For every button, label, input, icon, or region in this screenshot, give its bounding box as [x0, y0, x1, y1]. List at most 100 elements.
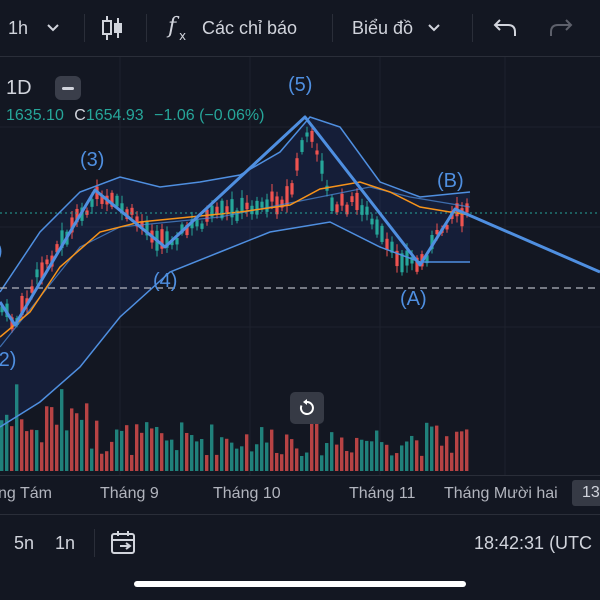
volume-bar: [285, 434, 289, 471]
candle-body: [335, 204, 339, 213]
volume-bar: [175, 450, 179, 471]
volume-bar: [130, 454, 134, 471]
volume-bar: [80, 419, 84, 471]
volume-bar: [320, 455, 324, 471]
candle-body: [215, 206, 219, 215]
elliott-wave-line: [0, 115, 600, 327]
candle-body: [435, 229, 439, 235]
candle-body: [270, 191, 274, 202]
moving-average-line: [0, 181, 471, 338]
volume-bar: [300, 455, 304, 471]
home-indicator-pill: [134, 581, 466, 587]
chart-menu-button[interactable]: Biểu đồ: [352, 0, 441, 56]
volume-bar: [0, 420, 4, 471]
candle-body: [130, 207, 134, 215]
range-5d-button[interactable]: 5n: [14, 532, 35, 553]
time-axis[interactable]: ng Tám Tháng 9 Tháng 10 Tháng 11 Tháng M…: [0, 475, 600, 514]
volume-bar: [85, 403, 89, 471]
volume-bar: [70, 408, 74, 471]
reset-chart-button[interactable]: [290, 392, 324, 424]
volume-bar: [355, 437, 359, 471]
chart-menu-label: Biểu đồ: [352, 17, 414, 38]
bollinger-band-fill: [0, 117, 470, 427]
volume-bar: [95, 420, 99, 471]
volume-bar: [160, 433, 164, 471]
candle-body: [425, 255, 429, 264]
candle-body: [315, 150, 319, 155]
svg-text:x: x: [179, 29, 186, 43]
undo-button[interactable]: [492, 0, 518, 56]
goto-date-button[interactable]: [110, 515, 138, 571]
range-1d-button[interactable]: 1n: [55, 532, 76, 553]
volume-bar: [400, 445, 404, 471]
candle-body: [295, 158, 299, 171]
volume-bar: [125, 425, 129, 471]
chevron-down-icon: [428, 24, 440, 32]
indicators-button[interactable]: f x Các chỉ báo: [164, 0, 297, 56]
wave-label-a: (A): [400, 288, 427, 310]
interval-selector[interactable]: 1h: [8, 0, 60, 56]
volume-bar: [145, 422, 149, 471]
volume-bar: [440, 445, 444, 471]
chart-type-button[interactable]: [100, 0, 124, 56]
volume-bar: [15, 384, 19, 471]
candle-body: [375, 219, 379, 235]
home-indicator: [0, 570, 600, 600]
volume-bar: [45, 406, 49, 471]
volume-bar: [325, 443, 329, 471]
candle-body: [170, 240, 174, 246]
candle-body: [285, 186, 289, 206]
candle-body: [245, 202, 249, 210]
volume-bar: [150, 428, 154, 471]
candle-body: [20, 295, 24, 316]
candle-body: [305, 132, 309, 137]
candle-body: [100, 195, 104, 204]
wave-label-3: (3): [80, 149, 105, 171]
volume-bar: [365, 440, 369, 471]
volume-bar: [350, 452, 354, 471]
volume-bar: [210, 424, 214, 471]
chart-pane[interactable]: 1D 1635.10 C1654.93 −1.06 (−0.06%) ) (2)…: [0, 57, 600, 475]
volume-bar: [110, 441, 114, 471]
candle-body: [120, 203, 124, 213]
candle-body: [210, 205, 214, 217]
volume-bar: [305, 452, 309, 471]
candle-body: [330, 197, 334, 212]
collapse-legend-button[interactable]: [55, 76, 81, 100]
candle-body: [195, 219, 199, 227]
clock-timezone[interactable]: 18:42:31 (UTC: [474, 532, 593, 553]
volume-bar: [100, 453, 104, 471]
candle-body: [290, 183, 294, 195]
volume-bar: [225, 438, 229, 471]
volume-bar: [360, 439, 364, 471]
candle-body: [320, 160, 324, 174]
redo-button[interactable]: [548, 0, 574, 56]
candle-body: [45, 259, 49, 265]
volume-bar: [155, 426, 159, 471]
volume-bar: [50, 407, 54, 471]
volume-bar: [195, 441, 199, 471]
wave-label-1: ): [0, 240, 3, 263]
candle-body: [55, 244, 59, 253]
volume-bar: [380, 442, 384, 471]
candle-body: [185, 224, 189, 236]
volume-bar: [435, 425, 439, 471]
volume-bar: [290, 439, 294, 471]
volume-bar: [215, 454, 219, 471]
candle-body: [145, 220, 149, 236]
undo-icon: [493, 19, 516, 36]
volume-bar: [405, 441, 409, 471]
close-value: 1654.93: [85, 107, 144, 124]
candle-body: [260, 201, 264, 208]
candle-body: [230, 199, 234, 218]
candle-body: [300, 140, 304, 152]
price-chart[interactable]: [0, 57, 600, 475]
volume-bar: [335, 444, 339, 471]
volume-bar: [340, 437, 344, 471]
volume-bar: [120, 430, 124, 471]
volume-bar: [105, 451, 109, 471]
volume-bar: [60, 389, 64, 471]
volume-bar: [275, 452, 279, 471]
volume-bar: [65, 430, 69, 471]
candle-body: [465, 203, 469, 213]
